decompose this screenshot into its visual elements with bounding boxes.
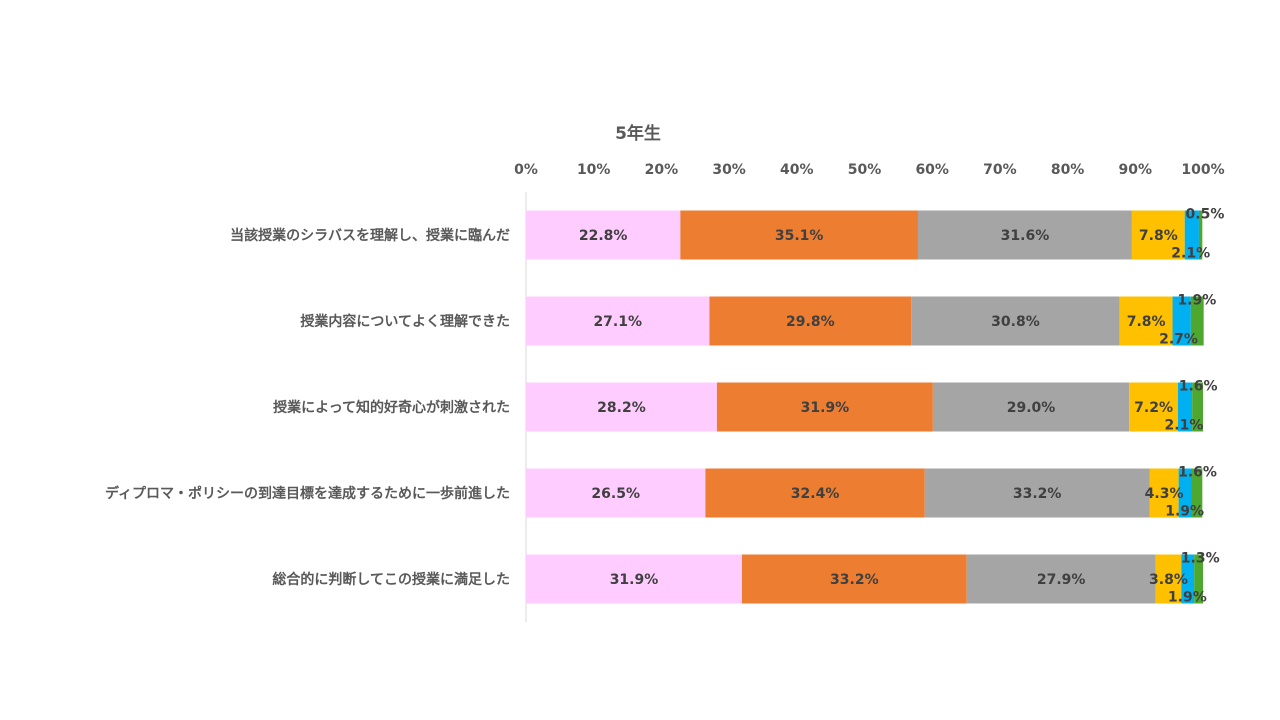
data-label: 31.9% [610,572,659,588]
data-labels: 22.8% 35.1% 31.6% 7.8% 2.1% 0.5% 27.1% 29.8% 30.… [579,207,1224,606]
bar-segment [526,296,710,346]
bar-segment [526,554,742,604]
data-label: 1.3% [1181,551,1220,567]
category-label: ディプロマ・ポリシーの到達目標を達成するために一歩前進した [105,485,510,502]
bar-segment [1129,382,1178,432]
data-label: 4.3% [1145,486,1184,502]
bar-segment [1198,210,1203,260]
x-tick-label: 10% [577,162,611,178]
x-tick-label: 50% [848,162,882,178]
data-label: 1.9% [1177,293,1216,309]
x-axis-ticks: 0% 10% 20% 30% 40% 50% 60% 70% 80% 90% 100% [514,162,1225,178]
bar-segment [1178,468,1192,518]
data-label: 1.6% [1179,379,1218,395]
bar-segment [1119,296,1173,346]
data-label: 0.5% [1186,207,1225,223]
data-label: 7.8% [1139,228,1178,244]
data-label: 29.0% [1007,400,1056,416]
bar-segment [1192,382,1203,432]
data-label: 1.6% [1178,465,1217,481]
category-label: 総合的に判断してこの授業に満足した [272,571,510,588]
bar-segment [705,468,925,518]
data-label: 33.2% [1013,486,1062,502]
bar-segment [526,210,681,260]
bar-segment [1190,296,1204,346]
x-tick-label: 90% [1119,162,1153,178]
data-label: 7.2% [1134,400,1173,416]
bar-segment [716,382,933,432]
data-label: 35.1% [775,228,824,244]
data-label: 2.7% [1159,332,1198,348]
bar-segment [709,296,912,346]
bar-segment [1177,382,1193,432]
data-label: 29.8% [786,314,835,330]
bar-segment [1131,210,1185,260]
data-label: 31.6% [1001,228,1050,244]
data-label: 33.2% [830,572,879,588]
bar-segment [911,296,1120,346]
bar-segment [1155,554,1182,604]
data-label: 31.9% [801,400,850,416]
bar-segment [1194,554,1203,604]
data-label: 30.8% [991,314,1040,330]
bar-segment [741,554,967,604]
data-label: 27.1% [593,314,642,330]
x-tick-label: 100% [1181,162,1224,178]
data-label: 32.4% [791,486,840,502]
data-label: 26.5% [591,486,640,502]
x-tick-label: 80% [1051,162,1085,178]
category-labels: 当該授業のシラバスを理解し、授業に臨んだ授業内容についてよく理解できた授業によっ… [105,227,510,588]
category-label: 当該授業のシラバスを理解し、授業に臨んだ [230,227,510,244]
bar-segment [1149,468,1179,518]
x-tick-label: 40% [780,162,814,178]
bars [526,210,1204,604]
data-label: 22.8% [579,228,628,244]
x-tick-label: 70% [983,162,1017,178]
data-label: 3.8% [1149,572,1188,588]
bar-segment [1181,554,1195,604]
chart-title: 5年生 [615,123,661,144]
bar-segment [526,468,706,518]
bar-segment [966,554,1156,604]
data-label: 2.1% [1171,246,1210,262]
bar-segment [924,468,1150,518]
x-tick-label: 60% [915,162,949,178]
data-label: 2.1% [1165,418,1204,434]
bar-segment [1191,468,1203,518]
x-tick-label: 20% [645,162,679,178]
x-tick-label: 30% [712,162,746,178]
bar-segment [526,382,717,432]
bar-segment [917,210,1132,260]
data-label: 28.2% [597,400,646,416]
bar-segment [1184,210,1199,260]
data-label: 1.9% [1165,504,1204,520]
bar-segment [932,382,1130,432]
x-tick-label: 0% [514,162,538,178]
data-label: 27.9% [1037,572,1086,588]
category-label: 授業によって知的好奇心が刺激された [273,399,510,416]
category-label: 授業内容についてよく理解できた [300,313,510,330]
bar-segment [680,210,918,260]
bar-segment [1172,296,1191,346]
data-label: 1.9% [1168,590,1207,606]
data-label: 7.8% [1127,314,1166,330]
